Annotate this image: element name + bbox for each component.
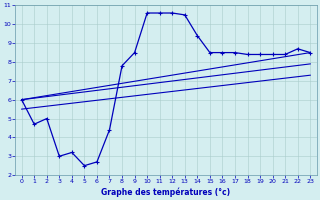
X-axis label: Graphe des températures (°c): Graphe des températures (°c) (101, 187, 230, 197)
